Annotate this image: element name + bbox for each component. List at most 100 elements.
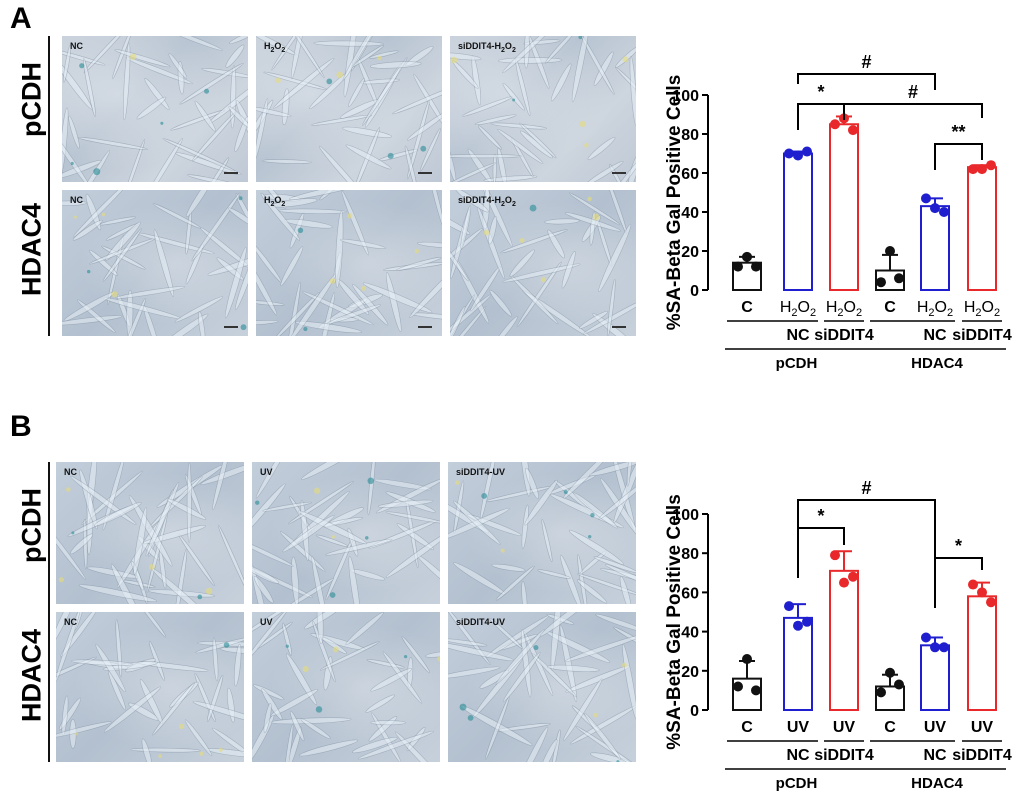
cell <box>342 126 392 138</box>
stain-spot <box>459 703 467 711</box>
bar <box>783 616 813 712</box>
data-point <box>939 207 949 217</box>
cell <box>595 613 636 633</box>
cell <box>312 620 336 683</box>
image-tag: H2O2 <box>264 41 286 54</box>
row-label-hdac4-a: HDAC4 <box>16 203 47 297</box>
stain-spot <box>593 712 598 718</box>
cell <box>521 504 529 550</box>
image-tag: siDDIT4-UV <box>456 617 506 627</box>
cell <box>288 190 371 200</box>
y-tick-label: 0 <box>690 703 699 720</box>
cell <box>102 228 142 282</box>
data-point <box>921 193 931 204</box>
cell <box>541 518 553 563</box>
stain-spot <box>326 78 333 85</box>
data-point <box>830 550 840 561</box>
x-treatment-label: UV <box>833 719 856 736</box>
cell <box>285 726 302 762</box>
cell <box>503 652 541 702</box>
stain-spot <box>111 291 118 298</box>
cell <box>192 701 244 725</box>
cell <box>56 512 87 580</box>
significance-bracket <box>797 73 936 90</box>
cell <box>477 125 502 150</box>
cell <box>369 61 422 69</box>
cell <box>114 49 171 68</box>
x-treatment-label: C <box>884 299 896 316</box>
group-label: HDAC4 <box>911 355 963 372</box>
cell <box>83 57 96 118</box>
stain-spot <box>238 196 243 201</box>
cell <box>103 686 161 733</box>
cell <box>544 36 579 64</box>
bar <box>829 569 859 711</box>
x-treatment-label: UV <box>924 719 947 736</box>
cell <box>450 154 523 159</box>
image-tag: siDDIT4-UV <box>456 467 506 477</box>
stain-spot <box>420 145 427 152</box>
cell <box>342 36 382 81</box>
data-point <box>751 261 761 272</box>
significance-bracket <box>797 527 845 578</box>
cell <box>407 99 430 180</box>
data-point <box>848 571 858 582</box>
cell <box>579 310 609 329</box>
stain-spot <box>437 656 440 662</box>
cell <box>490 122 548 130</box>
stain-spot <box>563 490 568 494</box>
cell <box>62 49 106 66</box>
cell <box>184 719 213 757</box>
cell <box>83 36 129 73</box>
stain-spot <box>302 665 309 673</box>
significance-label: * <box>817 82 824 102</box>
cell <box>396 523 435 550</box>
row-label-pcdh-b: pCDH <box>16 488 47 563</box>
cell <box>303 612 347 630</box>
cell <box>539 739 558 762</box>
cell <box>613 626 636 653</box>
x-treatment-label: H2O2 <box>826 299 862 319</box>
cell <box>179 62 244 105</box>
stain-spot <box>329 278 336 284</box>
cell <box>561 251 576 289</box>
cell <box>416 554 440 596</box>
cell <box>619 575 632 604</box>
cell <box>483 175 538 182</box>
data-point <box>894 679 904 690</box>
significance-label: # <box>908 82 918 102</box>
cell <box>362 57 408 126</box>
cell <box>285 36 325 79</box>
cell <box>125 57 193 85</box>
cell <box>369 50 399 59</box>
cell <box>62 315 123 326</box>
stain-spot <box>204 88 210 94</box>
micrograph-a-pcdh-nc: NC <box>62 36 248 182</box>
stain-spot <box>158 754 162 758</box>
cell <box>362 282 433 313</box>
data-point <box>802 616 812 627</box>
scale-bar <box>612 172 626 174</box>
row-divider-a <box>48 36 50 336</box>
cell <box>256 106 292 118</box>
cell-texture <box>62 190 248 336</box>
cell <box>123 42 131 121</box>
cell <box>103 661 158 671</box>
image-tag: NC <box>64 467 77 477</box>
cell <box>253 575 274 604</box>
cell <box>263 71 328 91</box>
cell <box>366 659 405 669</box>
cell <box>385 272 402 333</box>
cell <box>141 738 152 762</box>
cell <box>450 305 466 336</box>
bar <box>783 152 813 291</box>
stain-spot <box>450 56 458 64</box>
cell <box>325 538 393 556</box>
cell <box>68 115 80 149</box>
significance-label: * <box>955 536 962 556</box>
cell <box>270 689 319 717</box>
data-point <box>751 685 761 696</box>
cell <box>256 320 279 326</box>
cell <box>392 82 442 115</box>
cell <box>260 192 301 241</box>
